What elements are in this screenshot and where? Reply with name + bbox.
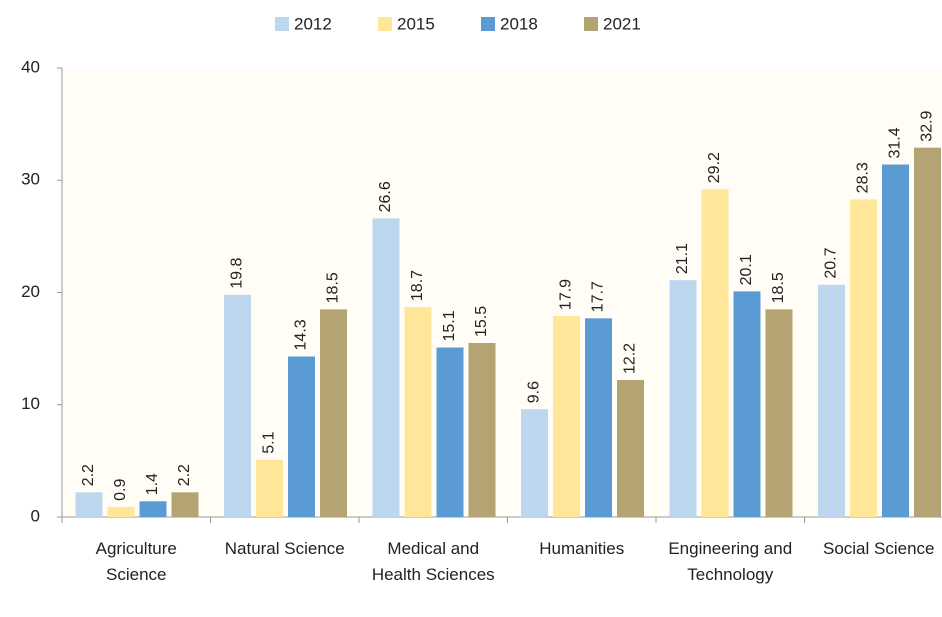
y-tick-label: 30 xyxy=(21,170,40,189)
legend-swatch xyxy=(584,17,598,31)
bar xyxy=(436,347,464,517)
legend-swatch xyxy=(481,17,495,31)
legend-swatch xyxy=(378,17,392,31)
value-label: 2.2 xyxy=(176,464,193,486)
value-label: 18.5 xyxy=(325,272,342,303)
value-label: 18.5 xyxy=(770,272,787,303)
legend-label: 2018 xyxy=(500,14,538,33)
legend-label: 2015 xyxy=(397,14,435,33)
x-tick-label: Social Science xyxy=(822,539,935,558)
plot-background xyxy=(62,68,942,517)
x-tick-label: Medical and Health Sciences xyxy=(371,539,495,584)
value-label: 17.7 xyxy=(590,281,607,312)
value-label: 2.2 xyxy=(80,464,97,486)
value-label: 19.8 xyxy=(229,258,246,289)
bar xyxy=(171,492,199,517)
value-label: 20.7 xyxy=(823,247,840,278)
bar xyxy=(850,199,877,517)
bar xyxy=(372,218,400,518)
bar xyxy=(669,280,697,517)
value-label: 20.1 xyxy=(738,254,755,285)
bar xyxy=(139,501,167,517)
value-label: 14.3 xyxy=(293,319,310,350)
legend-label: 2012 xyxy=(294,14,332,33)
bar xyxy=(585,318,612,517)
bar xyxy=(256,459,283,517)
x-tick-label: Humanities xyxy=(539,539,625,558)
y-tick-label: 40 xyxy=(21,57,40,76)
y-tick-label: 0 xyxy=(31,506,40,525)
value-label: 17.9 xyxy=(558,279,575,310)
value-label: 0.9 xyxy=(112,479,129,501)
bar xyxy=(404,307,432,517)
bar xyxy=(288,356,315,517)
legend-label: 2021 xyxy=(603,14,641,33)
bar xyxy=(882,164,909,517)
bar xyxy=(553,316,580,517)
value-label: 21.1 xyxy=(674,243,691,274)
x-tick-label: Natural Science xyxy=(224,539,345,558)
x-tick-label: Agriculture Science xyxy=(95,539,177,584)
bar xyxy=(224,294,251,517)
bar xyxy=(521,409,548,517)
x-tick-label: Engineering and Technology xyxy=(668,539,793,584)
bar xyxy=(818,284,845,517)
value-label: 31.4 xyxy=(887,127,904,158)
value-label: 28.3 xyxy=(855,162,872,193)
value-label: 15.5 xyxy=(473,306,490,337)
bar xyxy=(733,291,761,517)
bar xyxy=(914,147,941,517)
value-label: 26.6 xyxy=(377,181,394,212)
value-label: 12.2 xyxy=(622,343,639,374)
value-label: 15.1 xyxy=(441,310,458,341)
bar xyxy=(701,189,729,518)
bar xyxy=(107,506,135,517)
legend-swatch xyxy=(275,17,289,31)
value-label: 29.2 xyxy=(706,152,723,183)
bar xyxy=(468,343,496,517)
y-tick-label: 20 xyxy=(21,282,40,301)
bar xyxy=(75,492,103,517)
value-label: 32.9 xyxy=(919,110,936,141)
value-label: 5.1 xyxy=(261,431,278,453)
y-tick-label: 10 xyxy=(21,394,40,413)
bar xyxy=(617,380,644,517)
bar xyxy=(320,309,347,517)
value-label: 18.7 xyxy=(409,270,426,301)
bar xyxy=(765,309,793,517)
value-label: 1.4 xyxy=(144,473,161,495)
value-label: 9.6 xyxy=(526,381,543,403)
